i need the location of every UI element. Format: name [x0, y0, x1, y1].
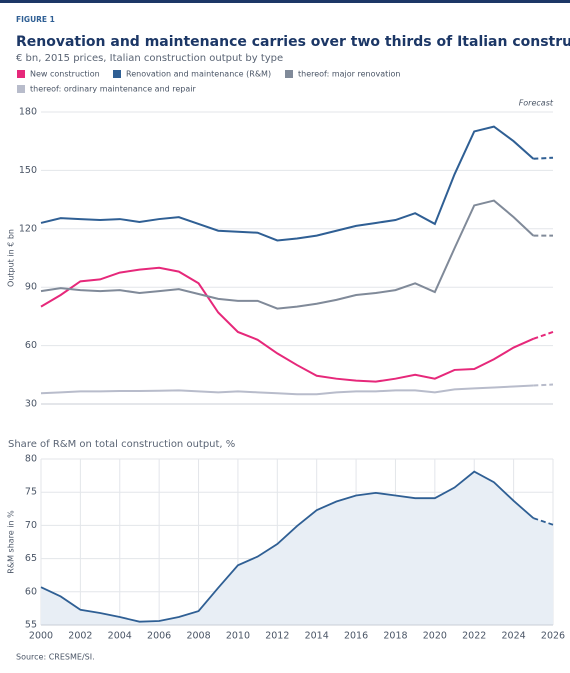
legend-swatch — [285, 70, 293, 78]
legend-swatch — [113, 70, 121, 78]
legend-swatch — [17, 85, 25, 93]
x-tick-label: 2024 — [502, 631, 526, 642]
line — [40, 266, 534, 383]
line — [40, 470, 534, 623]
x-tick-label: 2022 — [462, 631, 486, 642]
legend-label: New construction — [30, 70, 100, 79]
forecast-label: Forecast — [519, 99, 554, 108]
x-tick-label: 2014 — [305, 631, 329, 642]
y-tick-label: 65 — [25, 553, 37, 564]
x-tick-label: 2018 — [383, 631, 407, 642]
line — [40, 199, 534, 310]
legend-label: thereof: ordinary maintenance and repair — [30, 85, 196, 94]
y-tick-label: 55 — [25, 620, 37, 631]
y-tick-label: 70 — [25, 520, 37, 531]
y-tick-label: 30 — [25, 399, 37, 410]
x-tick-label: 2020 — [423, 631, 447, 642]
forecast-line — [532, 331, 554, 340]
x-tick-label: 2012 — [265, 631, 289, 642]
x-tick-label: 2010 — [226, 631, 250, 642]
chart-title: Renovation and maintenance carries over … — [16, 34, 570, 50]
legend-label: thereof: major renovation — [298, 70, 400, 79]
y-tick-label: 120 — [19, 223, 37, 234]
area — [41, 471, 553, 625]
y-tick-label: 60 — [25, 340, 37, 351]
forecast-line — [533, 517, 554, 526]
legend-swatch — [17, 70, 25, 78]
x-tick-label: 2016 — [344, 631, 368, 642]
y-tick-label: 150 — [19, 165, 37, 176]
line — [40, 125, 534, 242]
chart-subtitle: Share of R&M on total construction outpu… — [8, 439, 235, 450]
x-tick-label: 2026 — [541, 631, 565, 642]
legend-label: Renovation and maintenance (R&M) — [126, 70, 271, 79]
y-tick-label: 80 — [25, 454, 37, 465]
y-axis-label: Output in € bn — [7, 229, 16, 287]
plot-area — [41, 112, 553, 404]
subtitle: € bn, 2015 prices, Italian construction … — [16, 53, 283, 64]
y-tick-label: 90 — [25, 282, 37, 293]
line — [40, 384, 534, 396]
figure-label: FIGURE 1 — [16, 15, 55, 24]
forecast-line — [533, 156, 554, 160]
x-tick-label: 2000 — [29, 631, 53, 642]
y-tick-label: 60 — [25, 586, 37, 597]
source: Source: CRESME/SI. — [16, 653, 95, 662]
y-tick-label: 75 — [25, 487, 37, 498]
x-tick-label: 2004 — [108, 631, 132, 642]
y-axis-label: R&M share in % — [7, 510, 16, 574]
forecast-line — [533, 383, 554, 387]
x-tick-label: 2006 — [147, 631, 171, 642]
y-tick-label: 180 — [19, 107, 37, 118]
x-tick-label: 2008 — [186, 631, 210, 642]
top-bar — [0, 0, 570, 3]
x-tick-label: 2002 — [68, 631, 92, 642]
